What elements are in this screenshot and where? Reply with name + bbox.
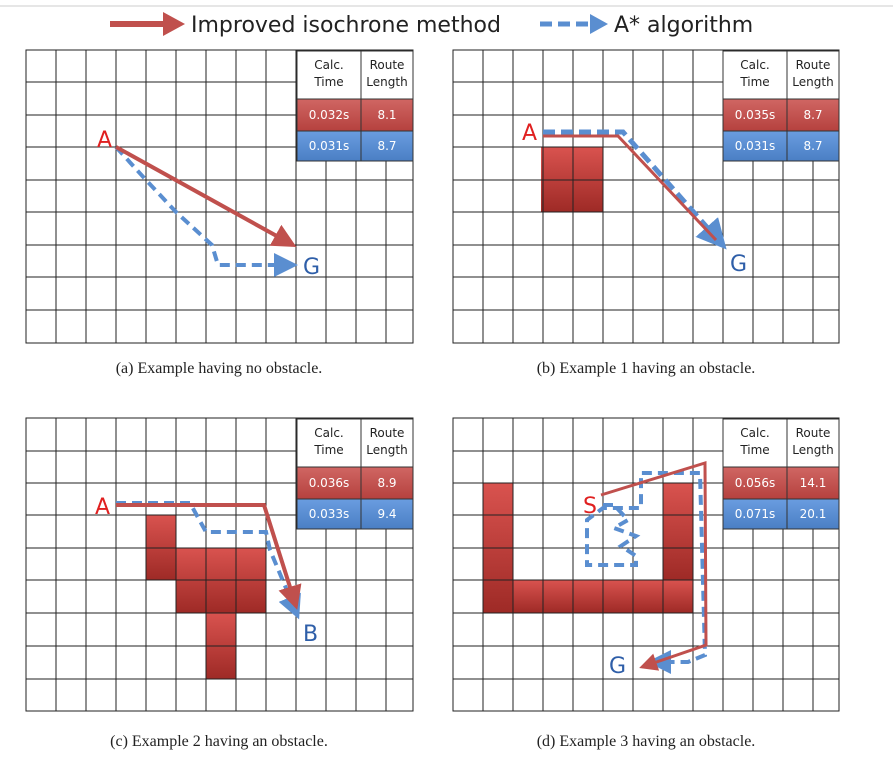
astar-time-cell: 0.071s — [735, 507, 776, 521]
panel-d-improved-path — [600, 460, 708, 671]
astar-time-cell: 0.033s — [309, 507, 350, 521]
panel-b: Calc. Time Route Length 0.035s 8.7 0.031… — [452, 49, 840, 377]
panel-c-astar-path — [116, 501, 301, 620]
panel-b-caption: (b) Example 1 having an obstacle. — [537, 360, 756, 377]
panel-d-goal-label: G — [609, 654, 626, 679]
route-length-header-line1: Route — [796, 58, 831, 72]
route-length-header-line2: Length — [366, 443, 407, 457]
legend-astar-label: A* algorithm — [614, 13, 753, 38]
calc-time-header-line2: Time — [313, 75, 343, 89]
panel-c: Calc. Time Route Length 0.036s 8.9 0.033… — [25, 417, 414, 750]
calc-time-header-line2: Time — [739, 443, 769, 457]
astar-length-cell: 8.7 — [803, 139, 822, 153]
legend-improved-label: Improved isochrone method — [191, 13, 501, 38]
panel-c-goal-label: B — [303, 622, 318, 647]
panel-b-improved-path — [543, 134, 718, 242]
improved-length-cell: 8.1 — [377, 108, 396, 122]
panel-a-caption: (a) Example having no obstacle. — [116, 360, 323, 377]
panel-c-start-label: A — [95, 495, 110, 520]
route-length-header-line1: Route — [796, 426, 831, 440]
panel-b-start-label: A — [522, 121, 537, 146]
calc-time-header-line1: Calc. — [314, 426, 343, 440]
panel-b-goal-label: G — [730, 252, 747, 277]
route-length-header-line1: Route — [370, 426, 405, 440]
calc-time-header-line1: Calc. — [740, 58, 769, 72]
panel-a: Calc. Time Route Length 0.032s 8.1 0.031… — [25, 49, 414, 377]
legend-improved-arrow — [110, 12, 185, 36]
panel-d-caption: (d) Example 3 having an obstacle. — [537, 733, 756, 750]
improved-time-cell: 0.056s — [735, 476, 776, 490]
panel-a-astar-path — [114, 145, 298, 277]
panel-c-improved-path — [116, 503, 302, 610]
panel-a-start-label: A — [97, 128, 112, 153]
panel-d-astar-path — [585, 471, 708, 674]
panel-b-astar-path — [543, 129, 727, 250]
improved-time-cell: 0.035s — [735, 108, 776, 122]
panel-a-goal-label: G — [303, 255, 320, 280]
route-length-header-line1: Route — [370, 58, 405, 72]
panel-c-caption: (c) Example 2 having an obstacle. — [110, 733, 328, 750]
panel-d-results-table: Calc. Time Route Length 0.056s 14.1 0.07… — [722, 418, 840, 530]
route-length-header-line2: Length — [366, 75, 407, 89]
astar-length-cell: 20.1 — [800, 507, 827, 521]
panel-a-results-table: Calc. Time Route Length 0.032s 8.1 0.031… — [296, 50, 414, 162]
improved-length-cell: 8.7 — [803, 108, 822, 122]
route-length-header-line2: Length — [792, 75, 833, 89]
route-length-header-line2: Length — [792, 443, 833, 457]
panel-b-results-table: Calc. Time Route Length 0.035s 8.7 0.031… — [722, 50, 840, 162]
panel-d: Calc. Time Route Length 0.056s 14.1 0.07… — [452, 417, 840, 750]
improved-length-cell: 14.1 — [800, 476, 827, 490]
improved-time-cell: 0.032s — [309, 108, 350, 122]
astar-length-cell: 8.7 — [377, 139, 396, 153]
legend: Improved isochrone method A* algorithm — [110, 12, 753, 38]
panel-a-improved-path — [115, 145, 297, 247]
improved-length-cell: 8.9 — [377, 476, 396, 490]
calc-time-header-line1: Calc. — [314, 58, 343, 72]
legend-astar-arrow — [540, 14, 608, 34]
astar-time-cell: 0.031s — [309, 139, 350, 153]
calc-time-header-line1: Calc. — [740, 426, 769, 440]
astar-time-cell: 0.031s — [735, 139, 776, 153]
panel-c-results-table: Calc. Time Route Length 0.036s 8.9 0.033… — [296, 418, 414, 530]
astar-length-cell: 9.4 — [377, 507, 396, 521]
panel-d-start-label: S — [583, 494, 597, 519]
improved-time-cell: 0.036s — [309, 476, 350, 490]
calc-time-header-line2: Time — [739, 75, 769, 89]
calc-time-header-line2: Time — [313, 443, 343, 457]
